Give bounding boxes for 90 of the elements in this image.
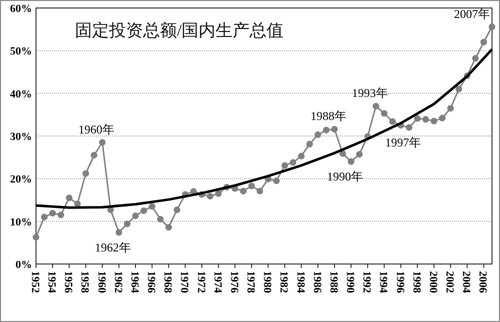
point bbox=[40, 214, 48, 220]
point bbox=[456, 86, 462, 92]
point bbox=[174, 206, 180, 214]
point bbox=[116, 229, 122, 236]
point bbox=[66, 194, 72, 202]
point bbox=[447, 104, 454, 112]
x-tick-label: 1962 bbox=[112, 271, 124, 294]
x-tick-label: 1992 bbox=[360, 271, 373, 294]
y-tick-label: 10% bbox=[10, 216, 32, 228]
x-tick-label: 1952 bbox=[29, 271, 41, 294]
y-tick-label: 30% bbox=[10, 131, 32, 143]
x-tick-label: 1998 bbox=[410, 271, 422, 294]
x-tick-label: 1986 bbox=[310, 271, 323, 294]
point bbox=[380, 110, 388, 117]
annotation: 1988年 bbox=[310, 109, 346, 124]
y-tick-label: 60% bbox=[10, 3, 32, 15]
point bbox=[256, 188, 264, 194]
x-tick-label: 1972 bbox=[194, 271, 207, 294]
x-tick-label: 1996 bbox=[394, 271, 406, 294]
point bbox=[140, 207, 148, 214]
point bbox=[422, 116, 429, 123]
point bbox=[414, 115, 421, 122]
point bbox=[124, 220, 130, 228]
x-tick-label: 1970 bbox=[178, 271, 190, 294]
point bbox=[314, 131, 322, 138]
point bbox=[389, 118, 396, 125]
point bbox=[99, 139, 106, 146]
x-tick-label: 1968 bbox=[162, 271, 174, 294]
x-tick-label: 1974 bbox=[211, 271, 224, 294]
line-series bbox=[34, 48, 494, 209]
point bbox=[331, 126, 338, 132]
x-tick-label: 1980 bbox=[261, 271, 274, 294]
point bbox=[165, 224, 172, 231]
point bbox=[90, 152, 98, 158]
point bbox=[430, 118, 438, 124]
point bbox=[82, 170, 90, 177]
point bbox=[58, 212, 64, 218]
point bbox=[488, 23, 496, 30]
x-tick-label: 1956 bbox=[62, 271, 74, 294]
point bbox=[74, 200, 81, 208]
point bbox=[322, 126, 330, 134]
y-tick-label: 20% bbox=[10, 174, 32, 186]
point bbox=[472, 55, 479, 62]
point bbox=[306, 140, 313, 148]
point bbox=[438, 114, 446, 122]
x-tick-label: 1966 bbox=[145, 271, 158, 294]
x-tick-label: 2006 bbox=[476, 271, 489, 294]
annotation: 1993年 bbox=[352, 86, 388, 100]
x-tick-label: 1954 bbox=[46, 271, 58, 294]
point bbox=[240, 188, 247, 194]
x-tick-label: 2000 bbox=[426, 271, 439, 294]
point bbox=[281, 162, 288, 169]
point bbox=[215, 190, 222, 197]
x-tick-label: 2004 bbox=[460, 271, 472, 294]
x-tick-label: 2002 bbox=[444, 271, 456, 294]
point bbox=[206, 192, 214, 200]
x-tick-label: 1988 bbox=[327, 271, 340, 294]
annotation: 2007年 bbox=[454, 6, 490, 21]
point bbox=[298, 152, 305, 160]
annotation: 1962年 bbox=[94, 240, 131, 254]
point bbox=[157, 216, 164, 222]
point bbox=[248, 182, 255, 190]
x-tick-label: 1984 bbox=[294, 271, 306, 294]
point bbox=[273, 178, 280, 184]
x-tick-label: 1958 bbox=[78, 271, 91, 294]
x-tick-label: 1978 bbox=[244, 271, 257, 294]
point bbox=[148, 203, 156, 210]
x-tick-label: 1976 bbox=[228, 271, 240, 294]
point bbox=[132, 212, 139, 220]
point bbox=[348, 158, 354, 165]
point bbox=[356, 151, 363, 158]
x-tick-label: 1990 bbox=[344, 271, 356, 294]
x-tick-label: 1960 bbox=[95, 271, 108, 294]
annotation: 1997年 bbox=[385, 135, 422, 150]
annotation: 1990年 bbox=[327, 170, 364, 184]
y-tick-label: 50% bbox=[10, 46, 32, 58]
point bbox=[290, 159, 296, 166]
point bbox=[406, 124, 412, 131]
point bbox=[339, 150, 346, 157]
point bbox=[32, 234, 40, 240]
x-tick-label: 1964 bbox=[128, 271, 140, 294]
y-tick-label: 0% bbox=[16, 259, 32, 271]
point bbox=[480, 38, 488, 46]
text: 固定投资总额/国内生产总值 bbox=[75, 21, 284, 40]
y-tick-label: 40% bbox=[10, 88, 32, 100]
x-tick-label: 1994 bbox=[377, 271, 390, 294]
point bbox=[49, 210, 56, 217]
annotation: 1960年 bbox=[78, 122, 114, 136]
x-tick-label: 1982 bbox=[278, 271, 290, 294]
point bbox=[372, 102, 380, 110]
